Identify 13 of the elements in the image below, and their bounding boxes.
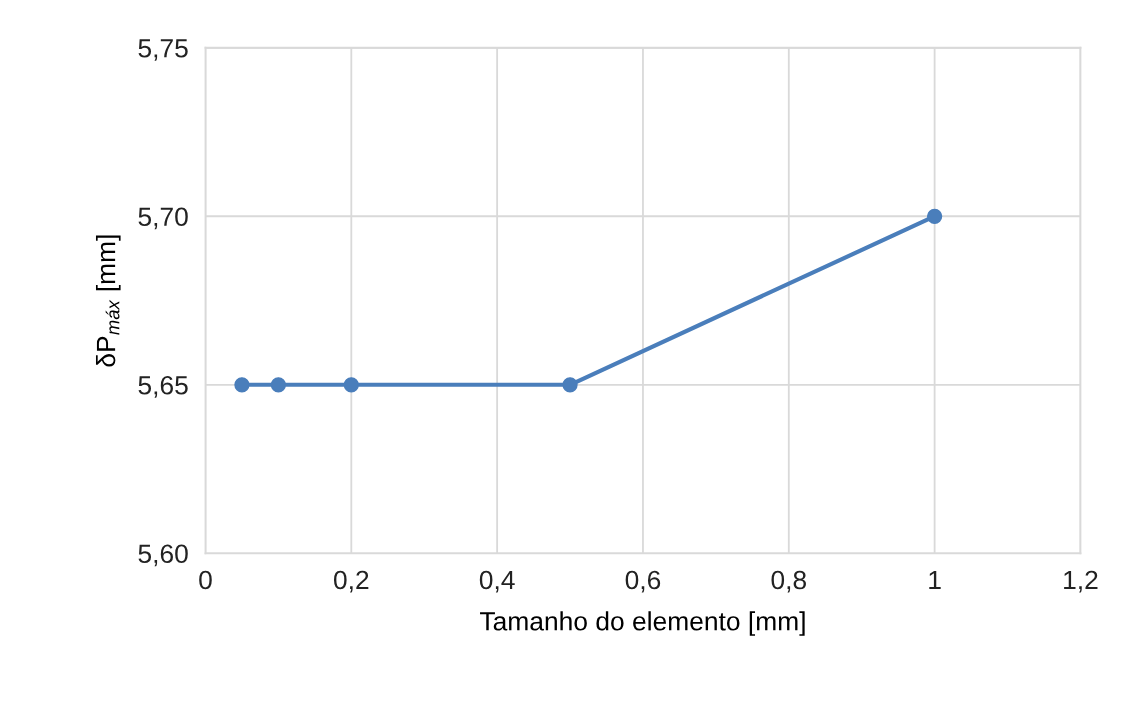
x-tick-label: 0,2 xyxy=(334,570,369,593)
x-tick-label: 0,8 xyxy=(771,570,806,593)
x-tick-label: 0 xyxy=(199,570,212,590)
x-axis-title: Tamanho do elemento [mm] xyxy=(480,611,805,636)
y-tick-label: 5,60 xyxy=(138,544,188,567)
y-tick-label: 5,65 xyxy=(138,375,188,398)
x-tick-label: 1,2 xyxy=(1064,570,1098,593)
x-tick-label: 0,4 xyxy=(479,570,515,593)
y-tick-label: 5,75 xyxy=(138,39,188,61)
x-tick-label: 1 xyxy=(929,570,941,590)
y-tick-label: 5,70 xyxy=(138,207,188,230)
x-tick-label: 0,6 xyxy=(625,570,661,593)
y-axis-title: δP$_{máx}$ [mm] xyxy=(95,235,121,367)
